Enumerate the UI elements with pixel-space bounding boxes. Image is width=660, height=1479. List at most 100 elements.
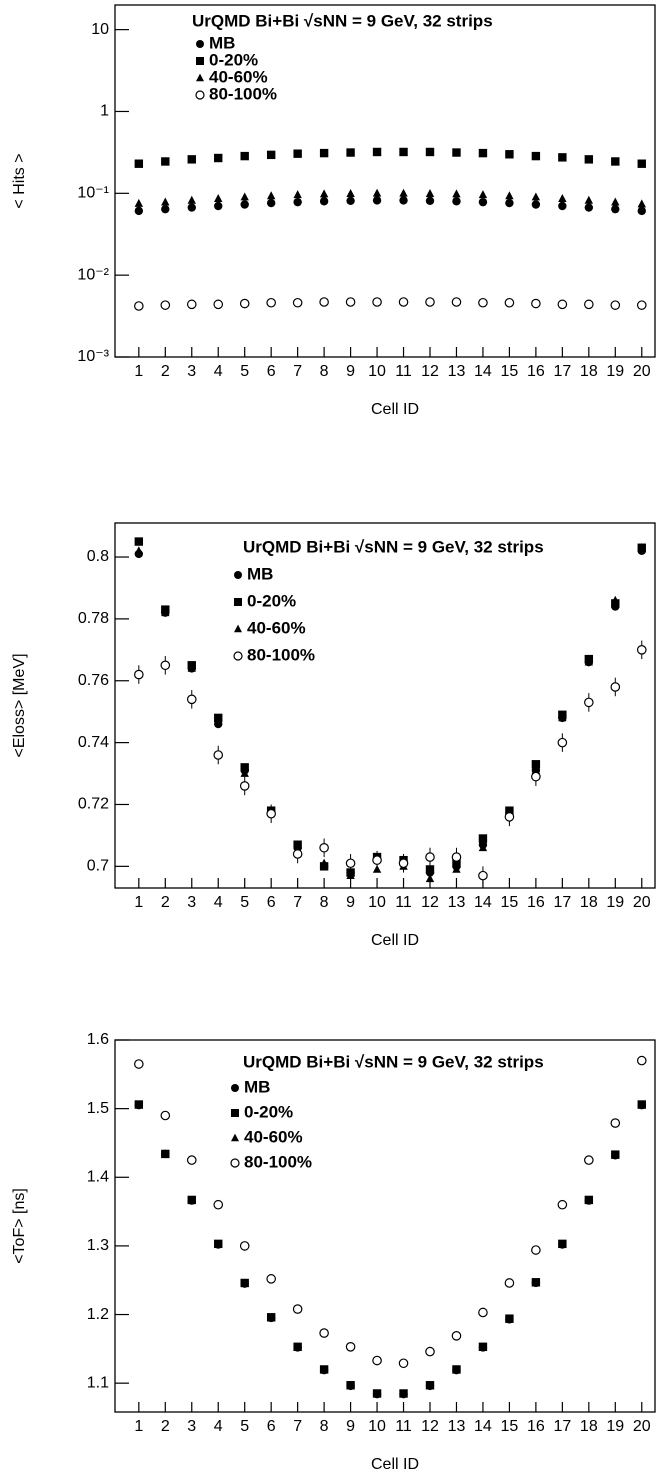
x-axis-label: Cell ID (371, 932, 419, 949)
marker (452, 189, 461, 198)
legend-label: 40-60% (244, 1127, 303, 1146)
x-tick-label: 18 (580, 363, 598, 380)
x-tick-label: 16 (527, 1418, 545, 1435)
x-tick-label: 13 (448, 363, 466, 380)
x-tick-label: 19 (606, 894, 624, 911)
x-tick-label: 14 (474, 1418, 492, 1435)
marker (636, 300, 647, 310)
marker (478, 843, 488, 852)
marker (584, 195, 594, 204)
x-tick-label: 3 (187, 1418, 196, 1435)
marker (345, 297, 356, 307)
marker (187, 663, 196, 672)
x-tick-label: 14 (474, 894, 492, 911)
marker (452, 864, 461, 873)
marker (319, 197, 329, 206)
marker (186, 1155, 197, 1165)
marker (558, 153, 567, 162)
marker (214, 1239, 223, 1248)
marker (372, 855, 382, 865)
legend-label: MB (247, 564, 273, 583)
marker (531, 1278, 541, 1287)
x-tick-label: 17 (553, 1418, 571, 1435)
x-tick-label: 19 (606, 363, 624, 380)
legend-marker (234, 624, 242, 633)
marker (637, 199, 646, 208)
marker (452, 148, 461, 157)
marker (240, 1279, 249, 1288)
marker (187, 1195, 196, 1204)
marker (425, 874, 435, 883)
marker (558, 1239, 567, 1248)
x-axis-label: Cell ID (371, 1456, 419, 1473)
marker (134, 537, 144, 546)
marker (214, 194, 223, 203)
x-tick-label: 16 (527, 363, 545, 380)
marker (266, 297, 276, 308)
marker (134, 669, 144, 680)
marker (531, 298, 541, 309)
marker (134, 1100, 144, 1109)
marker (319, 148, 329, 158)
marker (293, 1342, 302, 1351)
legend-label: 40-60% (247, 618, 306, 637)
marker (372, 1389, 382, 1398)
marker (160, 1110, 171, 1121)
marker (558, 194, 567, 203)
marker (160, 660, 171, 671)
y-axis-label: <ToF> [ns] (11, 1188, 28, 1264)
x-tick-label: 1 (134, 894, 143, 911)
legend-label: 80-100% (247, 645, 315, 664)
y-tick-label: 1.1 (87, 1374, 109, 1391)
marker (319, 1365, 329, 1374)
legend-marker (231, 1133, 239, 1142)
marker (293, 149, 302, 158)
x-tick-label: 2 (161, 1418, 170, 1435)
marker (451, 1331, 462, 1341)
legend-label: MB (244, 1077, 270, 1096)
marker (611, 595, 620, 604)
y-tick-label: 10 (91, 21, 109, 38)
legend-marker (234, 571, 242, 579)
marker (478, 148, 488, 158)
marker (319, 1328, 329, 1338)
x-tick-label: 2 (161, 363, 170, 380)
legend-title: UrQMD Bi+Bi √sNN = 9 GeV, 32 strips (192, 11, 493, 30)
marker (266, 1274, 276, 1284)
marker (478, 190, 488, 199)
x-axis-label: Cell ID (371, 401, 419, 418)
x-tick-label: 18 (580, 894, 598, 911)
marker (531, 151, 541, 161)
x-tick-label: 11 (395, 894, 412, 911)
marker (611, 204, 620, 214)
x-tick-label: 12 (421, 363, 439, 380)
x-tick-label: 7 (293, 363, 302, 380)
marker (637, 159, 646, 168)
marker (425, 147, 435, 157)
x-tick-label: 6 (267, 894, 276, 911)
marker (186, 299, 197, 310)
marker (531, 760, 541, 769)
marker (399, 147, 408, 157)
marker (636, 645, 647, 655)
x-tick-label: 4 (214, 363, 223, 380)
marker (214, 201, 223, 211)
legend-title: UrQMD Bi+Bi √sNN = 9 GeV, 32 strips (243, 1052, 544, 1071)
marker (452, 197, 461, 206)
marker (319, 189, 329, 198)
marker (161, 608, 170, 617)
marker (240, 763, 249, 772)
marker (611, 1150, 620, 1159)
marker (214, 716, 223, 725)
marker (425, 196, 435, 206)
x-tick-label: 16 (527, 894, 545, 911)
marker (478, 1342, 488, 1351)
x-tick-label: 10 (368, 894, 386, 911)
marker (504, 297, 515, 308)
legend-label: 0-20% (244, 1102, 293, 1121)
legend-label: 80-100% (244, 1152, 312, 1171)
marker (531, 192, 541, 201)
marker (504, 1278, 515, 1288)
legend-label: MB (209, 33, 235, 52)
marker (584, 155, 594, 164)
